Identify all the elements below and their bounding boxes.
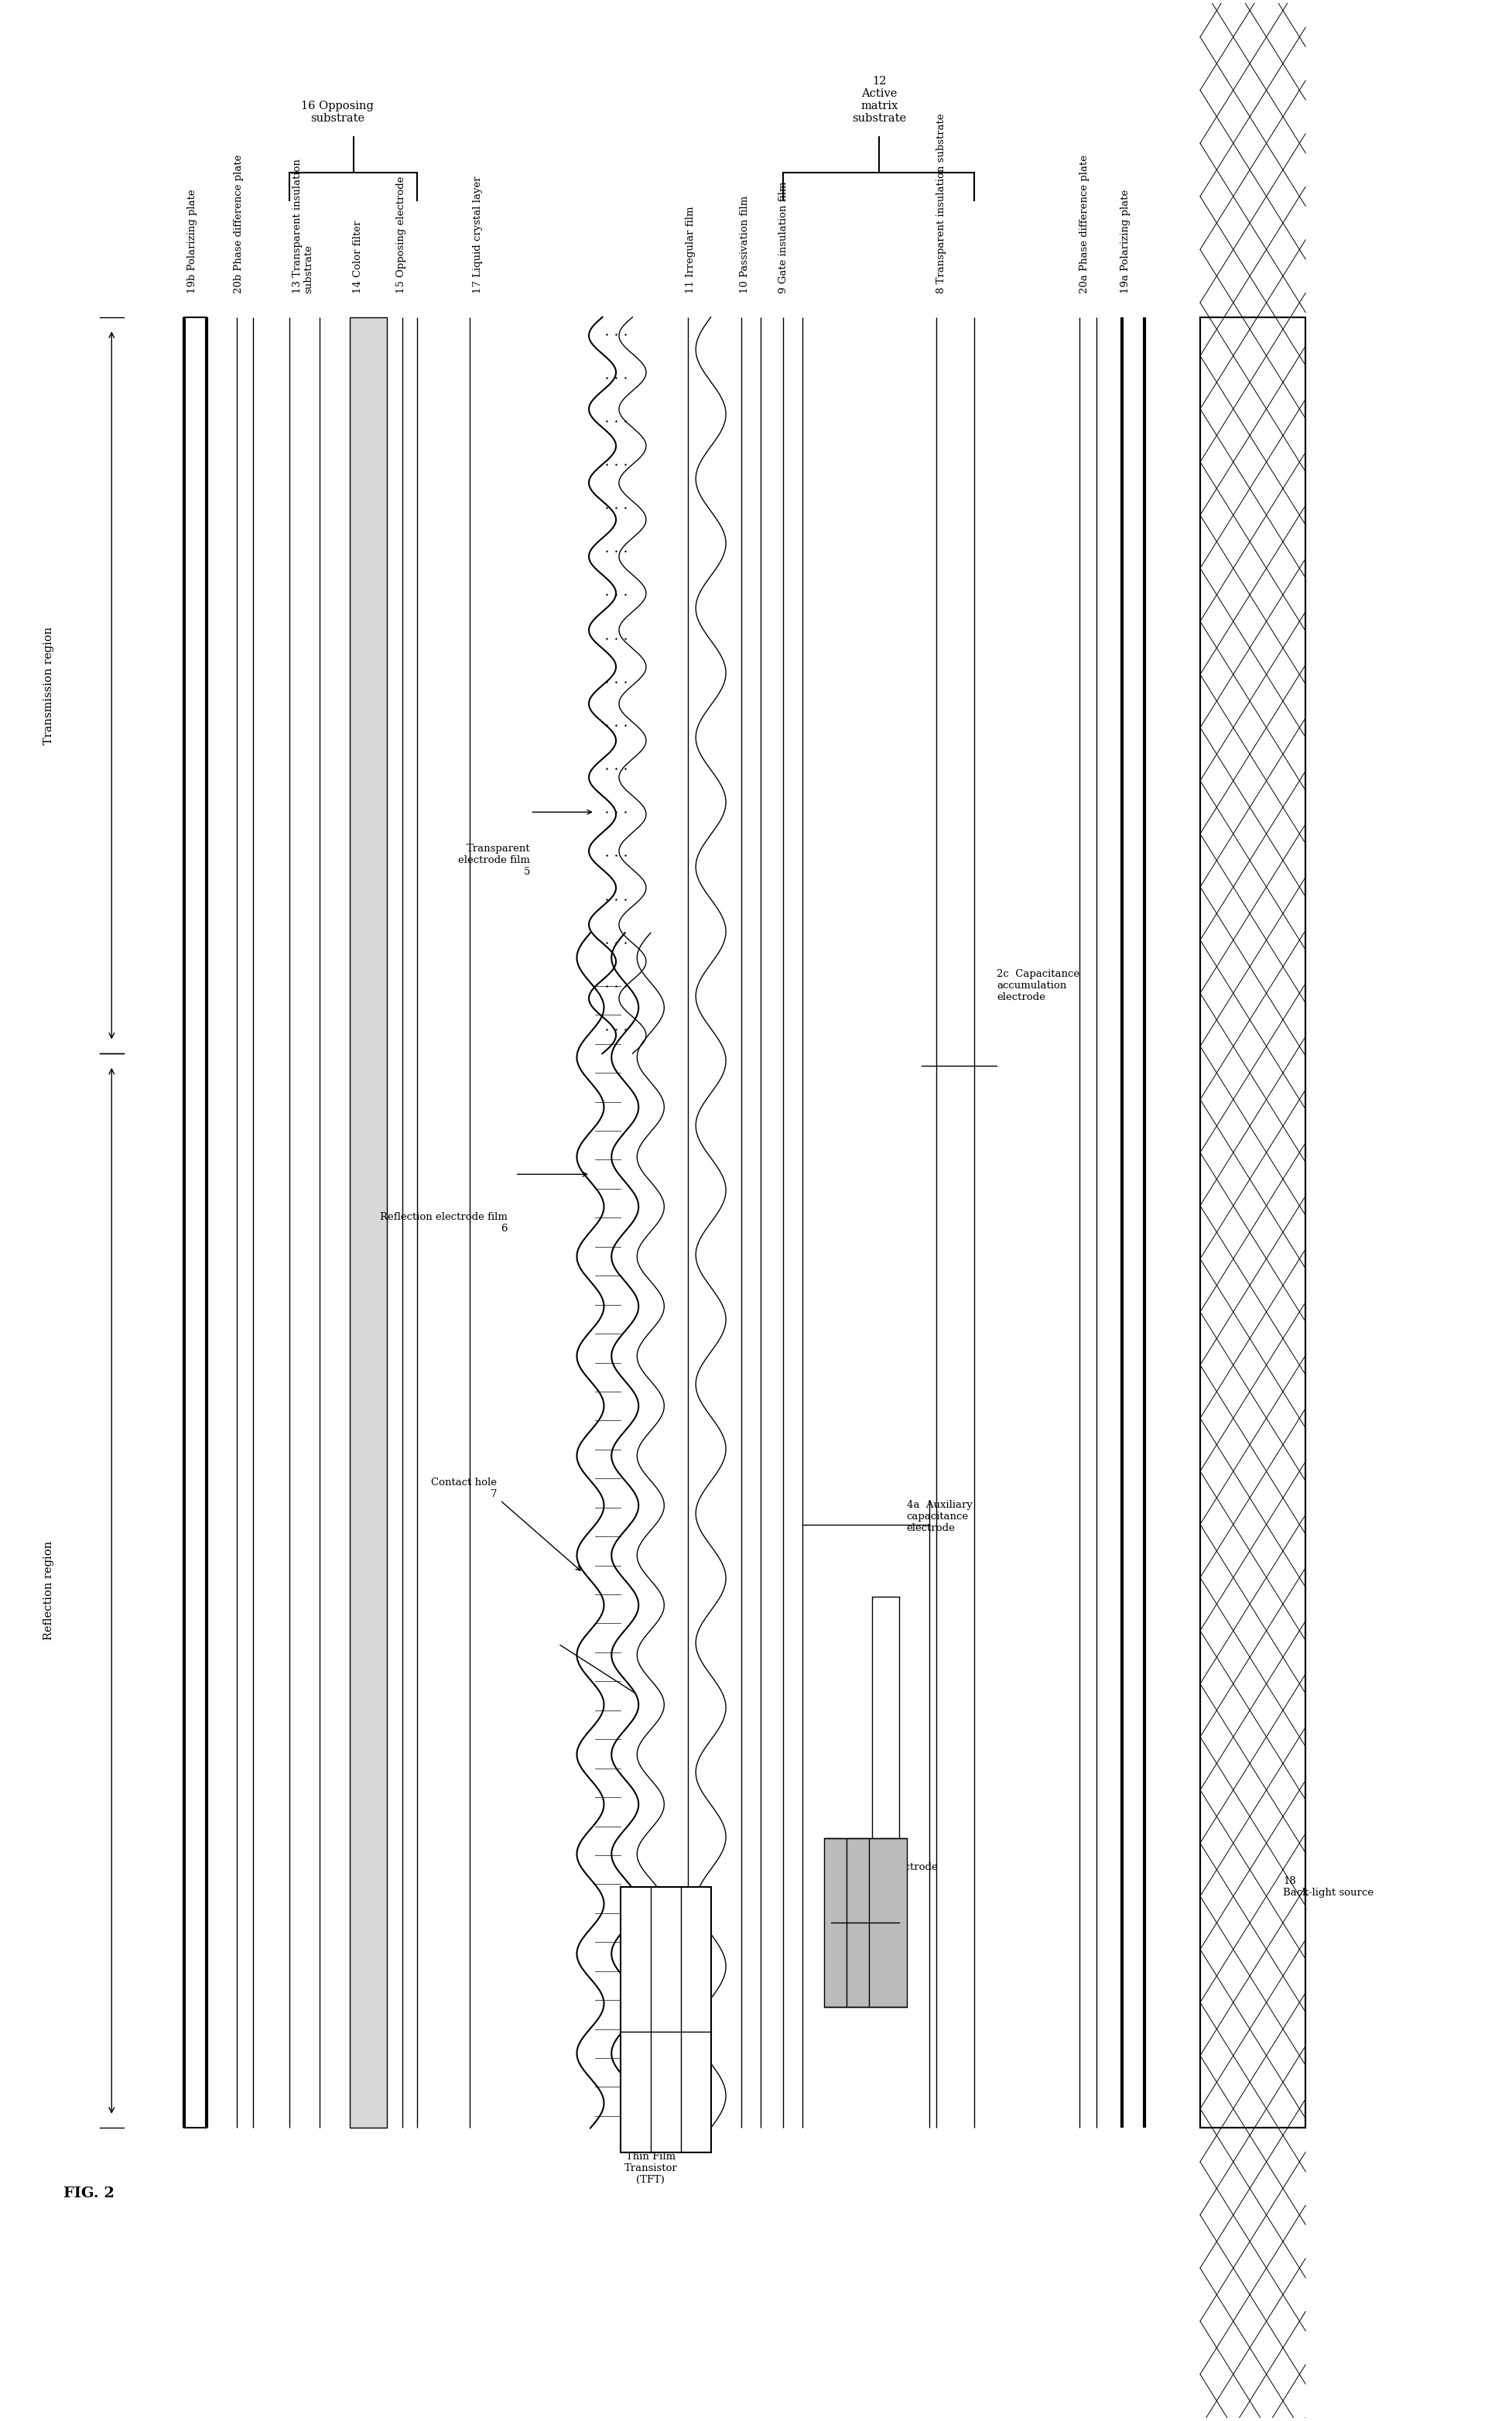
Text: 17 Liquid crystal layer: 17 Liquid crystal layer <box>473 177 482 293</box>
Text: 8 Transparent insulation substrate: 8 Transparent insulation substrate <box>936 114 947 293</box>
Text: 11 Irregular film: 11 Irregular film <box>685 206 696 293</box>
Text: Reflection electrode film
6: Reflection electrode film 6 <box>380 1213 508 1232</box>
Text: 10 Passivation film: 10 Passivation film <box>739 196 750 293</box>
Bar <box>1201 317 1305 2128</box>
Text: Contact hole
7: Contact hole 7 <box>431 1477 497 1499</box>
Bar <box>824 1838 907 2007</box>
Bar <box>349 317 387 2128</box>
Text: 19b Polarizing plate: 19b Polarizing plate <box>187 189 197 293</box>
Text: 19a Polarizing plate: 19a Polarizing plate <box>1120 189 1131 293</box>
Text: 13 Transparent insulation
substrate: 13 Transparent insulation substrate <box>292 157 314 293</box>
Text: 9 Gate insulation film: 9 Gate insulation film <box>779 182 789 293</box>
Text: FIG. 2: FIG. 2 <box>64 2186 115 2201</box>
Text: 15 Opposing electrode: 15 Opposing electrode <box>396 177 407 293</box>
Text: 3
Thin Film
Transistor
(TFT): 3 Thin Film Transistor (TFT) <box>624 2140 677 2186</box>
Text: 1a
Gate electrode: 1a Gate electrode <box>862 1850 937 1871</box>
Text: Reflection region: Reflection region <box>42 1542 54 1641</box>
Text: 14 Color filter: 14 Color filter <box>352 220 363 293</box>
Bar <box>184 317 207 2128</box>
Text: 12
Active
matrix
substrate: 12 Active matrix substrate <box>853 75 907 123</box>
Text: 2c  Capacitance
accumulation
electrode: 2c Capacitance accumulation electrode <box>996 968 1080 1002</box>
Text: Transparent
electrode film
5: Transparent electrode film 5 <box>458 845 531 876</box>
Text: 16 Opposing
substrate: 16 Opposing substrate <box>301 102 373 123</box>
Text: 4a  Auxiliary
capacitance
electrode: 4a Auxiliary capacitance electrode <box>907 1501 972 1532</box>
Text: Transmission region: Transmission region <box>42 627 54 743</box>
Bar <box>620 1886 711 2152</box>
Text: 18
Back-light source: 18 Back-light source <box>1284 1876 1373 1898</box>
Text: 20b Phase difference plate: 20b Phase difference plate <box>233 155 243 293</box>
Bar <box>1201 317 1305 2128</box>
Text: 20a Phase difference plate: 20a Phase difference plate <box>1080 155 1090 293</box>
